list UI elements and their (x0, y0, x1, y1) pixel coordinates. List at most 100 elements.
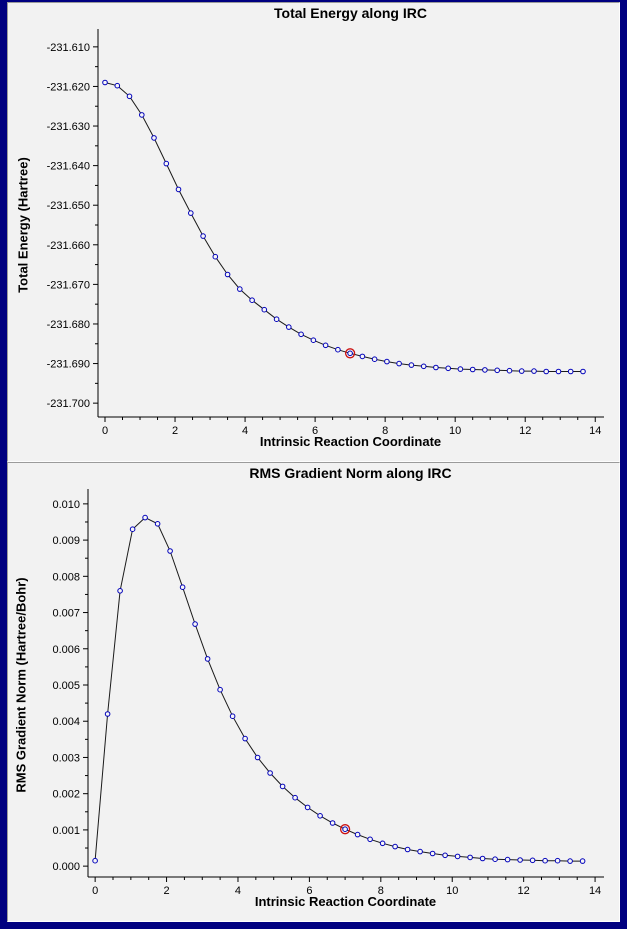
data-point[interactable] (347, 350, 353, 357)
data-point[interactable] (384, 358, 390, 365)
data-point[interactable] (518, 368, 525, 374)
gradient-chart-canvas[interactable]: 0 2 4 6 8 10 12 14 0.000 0.001 0.002 0.003 0.004 0.00… (8, 463, 619, 921)
data-point[interactable] (442, 852, 448, 859)
data-point[interactable] (329, 820, 336, 826)
data-point[interactable] (267, 770, 273, 776)
data-point[interactable] (579, 858, 586, 864)
data-point[interactable] (567, 368, 574, 375)
data-point[interactable] (310, 337, 317, 344)
y-tick-label: 0.009 (52, 535, 80, 547)
y-tick-label: 0.010 (52, 499, 80, 511)
x-tick-label: 4 (235, 885, 241, 897)
data-point[interactable] (554, 857, 561, 864)
data-point[interactable] (555, 368, 562, 375)
data-point[interactable] (542, 857, 548, 864)
data-point[interactable] (479, 855, 486, 862)
x-tick-label: 12 (518, 885, 530, 897)
data-point[interactable] (506, 367, 513, 374)
data-point[interactable] (492, 856, 498, 863)
data-point[interactable] (237, 286, 243, 292)
data-point[interactable] (420, 363, 427, 370)
y-tick-label: -231.630 (47, 121, 90, 133)
data-point[interactable] (126, 93, 133, 100)
data-point[interactable] (175, 186, 182, 193)
data-point[interactable] (454, 853, 461, 860)
data-point[interactable] (292, 794, 298, 801)
data-point[interactable] (192, 621, 198, 627)
data-point[interactable] (359, 353, 366, 360)
data-point[interactable] (543, 368, 550, 375)
data-point[interactable] (317, 813, 323, 819)
data-point[interactable] (279, 783, 286, 790)
data-point[interactable] (469, 366, 476, 373)
data-point[interactable] (217, 686, 223, 693)
data-point[interactable] (531, 368, 537, 374)
data-point[interactable] (139, 112, 145, 118)
data-point[interactable] (371, 356, 378, 363)
data-point[interactable] (433, 364, 439, 371)
data-point[interactable] (322, 342, 329, 349)
data-point[interactable] (102, 79, 108, 86)
data-point[interactable] (392, 843, 398, 850)
data-point[interactable] (286, 324, 292, 330)
data-point[interactable] (445, 365, 452, 372)
data-point[interactable] (408, 362, 415, 368)
data-point[interactable] (114, 82, 121, 89)
data-point[interactable] (104, 711, 111, 717)
data-point[interactable] (494, 367, 501, 374)
data-point[interactable] (417, 848, 423, 855)
data-point[interactable] (379, 840, 386, 847)
x-tick-label: 8 (378, 885, 384, 897)
data-point[interactable] (304, 804, 311, 811)
data-point[interactable] (167, 548, 173, 554)
data-point[interactable] (517, 857, 523, 863)
energy-x-axis-label: Intrinsic Reaction Coordinate (259, 434, 442, 449)
data-point[interactable] (261, 306, 268, 313)
data-point[interactable] (204, 656, 211, 662)
data-point[interactable] (482, 367, 488, 373)
x-tick-label: 8 (382, 425, 388, 437)
data-point[interactable] (129, 526, 136, 532)
data-point[interactable] (151, 135, 157, 141)
data-point[interactable] (163, 160, 170, 167)
data-point[interactable] (342, 826, 348, 833)
x-tick-label: 14 (589, 425, 601, 437)
data-point[interactable] (467, 854, 473, 861)
data-point[interactable] (249, 297, 255, 304)
selected-point-marker[interactable] (344, 348, 356, 359)
data-point[interactable] (429, 850, 436, 857)
data-point[interactable] (242, 735, 248, 742)
data-point[interactable] (154, 521, 161, 527)
x-tick-label: 6 (306, 885, 312, 897)
data-point[interactable] (567, 858, 573, 864)
selected-point-marker[interactable] (339, 824, 351, 835)
data-point[interactable] (504, 856, 511, 863)
data-point[interactable] (298, 331, 304, 338)
data-point[interactable] (179, 584, 186, 590)
y-tick-label: 0.000 (52, 861, 80, 873)
data-point[interactable] (273, 316, 280, 323)
data-point[interactable] (580, 368, 586, 375)
data-point[interactable] (92, 857, 98, 864)
data-point[interactable] (188, 210, 194, 216)
energy-chart-canvas[interactable]: 0 2 4 6 8 10 12 14 -231.610 -231.620 -231.630 -231.… (8, 3, 619, 461)
y-tick-label: 0.007 (52, 608, 80, 620)
data-point[interactable] (117, 588, 123, 594)
data-point[interactable] (367, 836, 373, 843)
data-point[interactable] (354, 831, 361, 838)
data-point[interactable] (529, 857, 536, 864)
data-point[interactable] (254, 754, 261, 761)
y-tick-label: 0.003 (52, 752, 80, 764)
data-line (104, 82, 583, 372)
data-point[interactable] (212, 253, 219, 260)
y-tick-label: 0.006 (52, 644, 80, 656)
y-tick-label: 0.005 (52, 680, 80, 692)
data-point[interactable] (142, 514, 148, 521)
data-point[interactable] (229, 713, 236, 719)
data-point[interactable] (200, 233, 206, 239)
data-point[interactable] (396, 360, 402, 367)
data-point[interactable] (224, 271, 231, 278)
data-point[interactable] (457, 366, 464, 372)
data-point[interactable] (404, 846, 411, 853)
data-point[interactable] (335, 346, 341, 353)
